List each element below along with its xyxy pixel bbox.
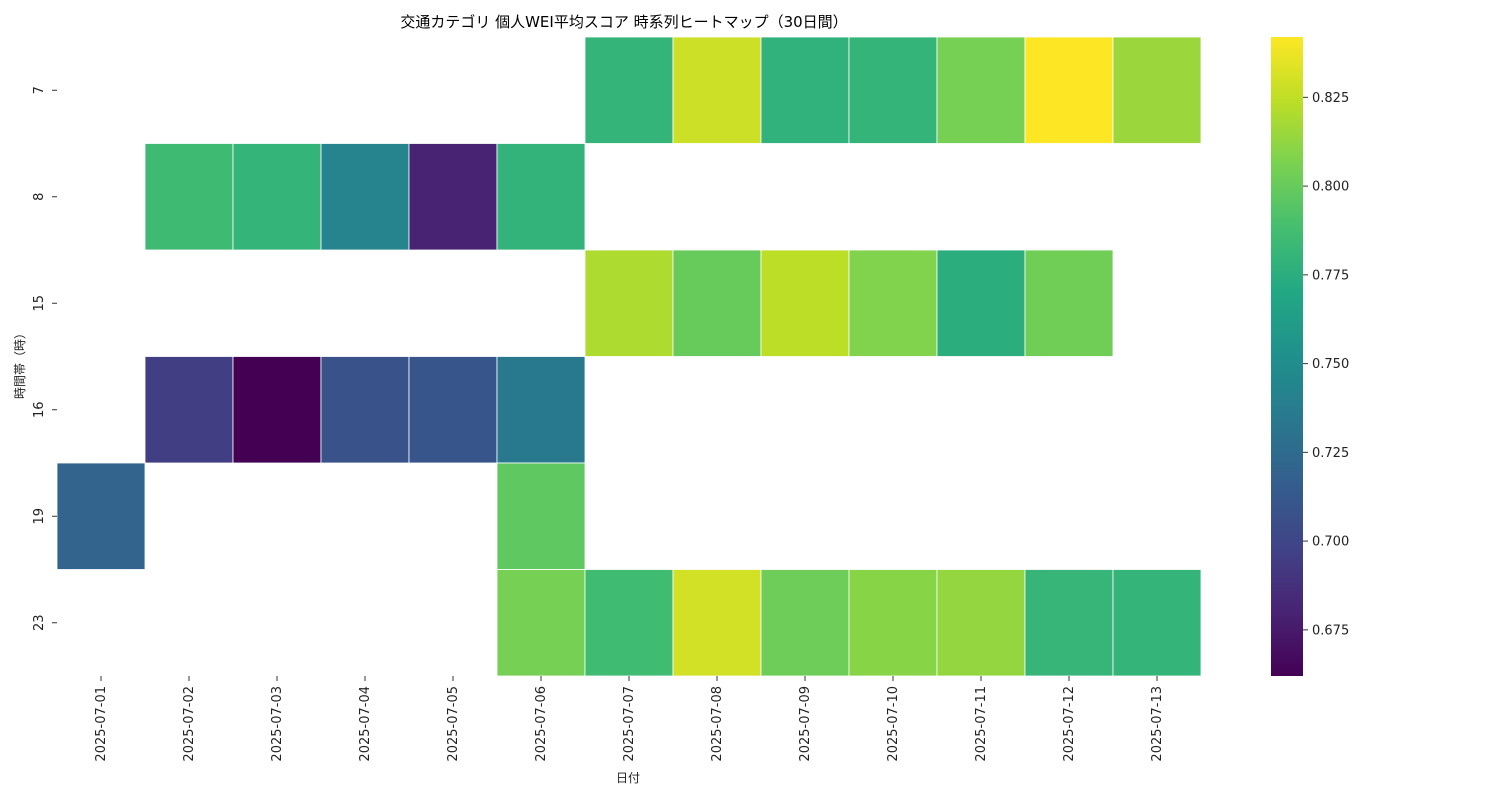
heatmap-cell-15-2025-07-11 [936,249,1026,357]
colorbar-ticks: 0.675 0.700 0.725 0.750 0.775 0.800 0.825 [1303,91,1349,638]
chart-title: 交通カテゴリ 個人WEI平均スコア 時系列ヒートマップ（30日間） [400,13,847,31]
y-tick-label: 16 [32,401,47,418]
y-tick-label: 8 [32,193,47,201]
y-tick-label: 19 [32,508,47,525]
colorbar [1271,37,1303,676]
heatmap-cell-23-2025-07-08 [672,569,762,677]
heatmap-cell-23-2025-07-13 [1112,569,1202,677]
heatmap-cell-7-2025-07-11 [936,36,1026,144]
x-tick-label: 2025-07-08 [710,686,725,762]
heatmap-cell-15-2025-07-07 [584,249,674,357]
heatmap-cell-19-2025-07-06 [496,462,586,570]
heatmap-cell-23-2025-07-12 [1024,569,1114,677]
x-tick-label: 2025-07-10 [886,686,901,762]
heatmap-cell-23-2025-07-07 [584,569,674,677]
heatmap-cell-7-2025-07-12 [1024,36,1114,144]
heatmap-cell-23-2025-07-06 [496,569,586,677]
x-axis-label: 日付 [616,771,640,785]
heatmap-cell-16-2025-07-05 [408,356,498,464]
heatmap-cell-8-2025-07-02 [144,143,234,251]
heatmap-cell-15-2025-07-08 [672,249,762,357]
heatmap-cell-7-2025-07-07 [584,36,674,144]
colorbar-tick-label: 0.725 [1312,446,1349,461]
heatmap-cell-7-2025-07-10 [848,36,938,144]
colorbar-tick-label: 0.700 [1312,535,1349,550]
x-tick-label: 2025-07-11 [974,686,989,762]
x-tick-label: 2025-07-05 [446,686,461,762]
x-tick-label: 2025-07-06 [534,686,549,762]
x-tick-label: 2025-07-12 [1062,686,1077,762]
y-tick-label: 7 [32,86,47,94]
y-tick-label: 23 [32,614,47,631]
y-tick-label: 15 [32,295,47,312]
x-tick-label: 2025-07-07 [622,686,637,762]
heatmap-cell-19-2025-07-01 [56,462,146,570]
heatmap-cell-15-2025-07-09 [760,249,850,357]
x-tick-label: 2025-07-09 [798,686,813,762]
heatmap-cell-16-2025-07-02 [144,356,234,464]
x-tick-label: 2025-07-03 [270,686,285,762]
heatmap-cell-23-2025-07-10 [848,569,938,677]
x-tick-label: 2025-07-01 [94,686,109,762]
heatmap-cell-16-2025-07-06 [496,356,586,464]
x-tick-label: 2025-07-04 [358,686,373,762]
colorbar-tick-label: 0.675 [1312,623,1349,638]
heatmap-cell-16-2025-07-04 [320,356,410,464]
y-axis-ticks: 7 8 15 16 19 23 [32,86,57,631]
heatmap-cell-8-2025-07-05 [408,143,498,251]
heatmap-cell-15-2025-07-12 [1024,249,1114,357]
heatmap-cell-8-2025-07-06 [496,143,586,251]
colorbar-tick-label: 0.800 [1312,180,1349,195]
x-tick-label: 2025-07-02 [182,686,197,762]
colorbar-tick-label: 0.775 [1312,268,1349,283]
colorbar-tick-label: 0.825 [1312,91,1349,106]
colorbar-tick-label: 0.750 [1312,357,1349,372]
heatmap-cell-23-2025-07-09 [760,569,850,677]
x-tick-label: 2025-07-13 [1150,686,1165,762]
heatmap-cells [56,36,1202,677]
x-axis-ticks: 2025-07-01 2025-07-02 2025-07-03 2025-07-04… [94,676,1165,762]
heatmap-cell-8-2025-07-03 [232,143,322,251]
y-axis-label: 時間帯（時） [13,327,27,399]
heatmap-cell-7-2025-07-09 [760,36,850,144]
heatmap-cell-7-2025-07-08 [672,36,762,144]
heatmap-cell-7-2025-07-13 [1112,36,1202,144]
heatmap-cell-16-2025-07-03 [232,356,322,464]
heatmap-cell-8-2025-07-04 [320,143,410,251]
heatmap-cell-15-2025-07-10 [848,249,938,357]
heatmap-cell-23-2025-07-11 [936,569,1026,677]
